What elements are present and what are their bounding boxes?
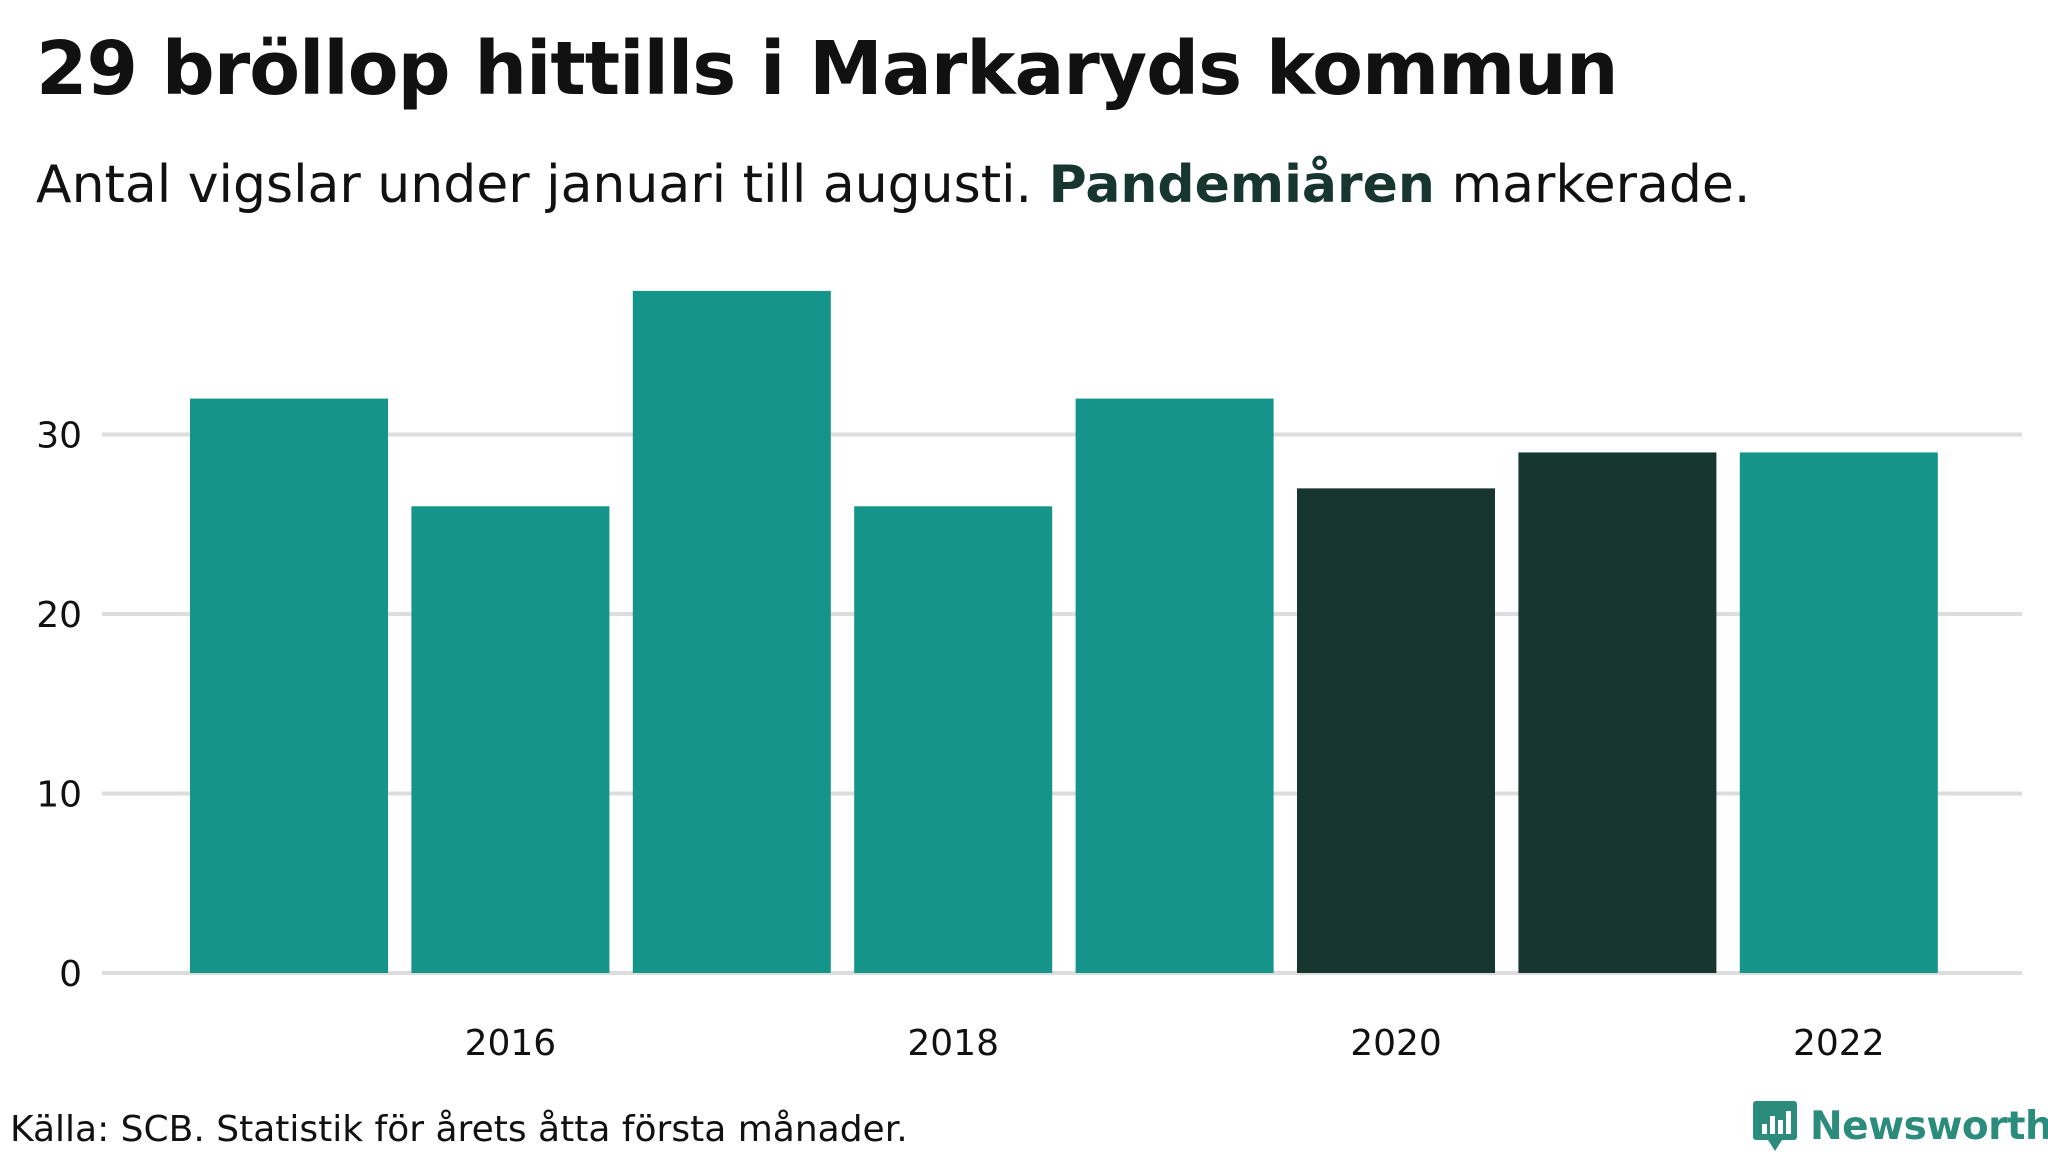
y-tick-label-20: 20 xyxy=(36,595,82,636)
source-note: Källa: SCB. Statistik för årets åtta för… xyxy=(10,1109,908,1150)
y-tick-label-0: 0 xyxy=(59,954,82,995)
y-tick-label-30: 30 xyxy=(36,416,82,457)
bar-2017 xyxy=(632,290,831,973)
newsworthy-bar-chart-logo-icon xyxy=(1753,1101,1797,1151)
y-axis-tick-labels: 0 10 20 30 xyxy=(36,416,82,996)
x-tick-label-2022: 2022 xyxy=(1793,1023,1885,1064)
chart-title: 29 bröllop hittills i Markaryds kommun xyxy=(36,26,1619,112)
x-tick-label-2020: 2020 xyxy=(1350,1023,1442,1064)
bars xyxy=(190,290,1938,974)
grid-lines xyxy=(102,432,2022,975)
bar-2016 xyxy=(411,506,610,973)
subtitle-highlight: Pandemiåren xyxy=(1048,155,1435,215)
chart-subtitle: Antal vigslar under januari till augusti… xyxy=(36,150,1750,220)
y-tick-label-10: 10 xyxy=(36,775,82,816)
bar-2021 xyxy=(1518,452,1717,973)
bar-chart: 0 10 20 30 2016 2018 2020 2022 xyxy=(36,290,2022,1064)
subtitle-text: Antal vigslar under januari till augusti… xyxy=(36,155,1033,215)
bar-2022 xyxy=(1739,452,1938,973)
x-tick-label-2018: 2018 xyxy=(907,1023,999,1064)
subtitle-text-end: markerade. xyxy=(1451,155,1751,215)
x-axis-tick-labels: 2016 2018 2020 2022 xyxy=(465,1023,1885,1064)
bar-2020 xyxy=(1297,488,1495,973)
x-tick-label-2016: 2016 xyxy=(465,1023,557,1064)
brand-logo: Newsworthy xyxy=(1752,1098,2048,1154)
brand-name: Newsworthy xyxy=(1810,1103,2048,1149)
bar-2018 xyxy=(854,506,1053,973)
bar-2015 xyxy=(190,398,388,974)
bar-2019 xyxy=(1075,398,1274,974)
